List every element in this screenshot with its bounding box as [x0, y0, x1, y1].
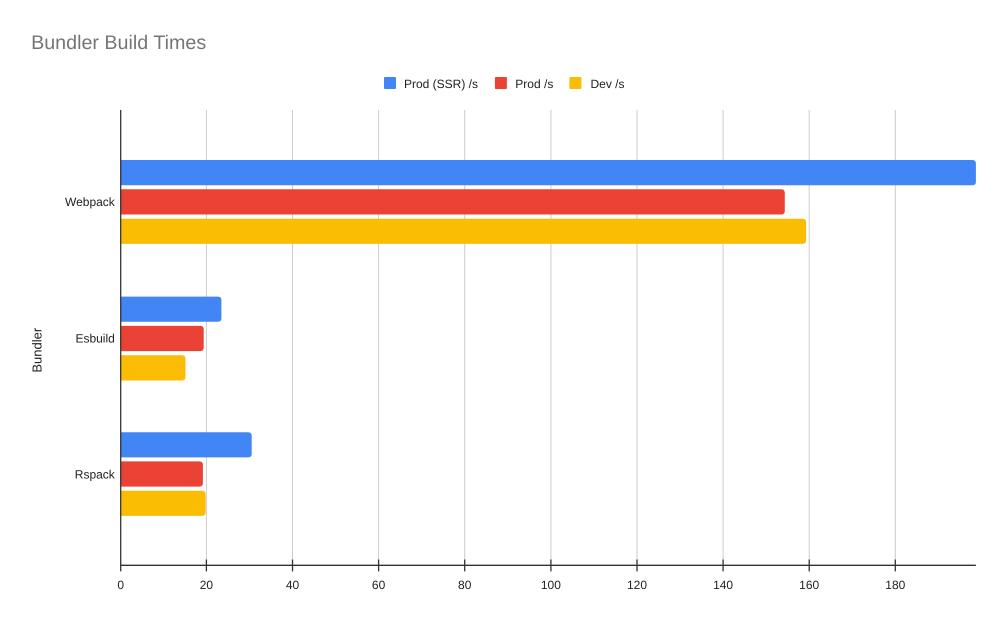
svg-text:Rspack: Rspack — [75, 467, 116, 481]
svg-text:20: 20 — [200, 578, 214, 592]
svg-text:140: 140 — [713, 578, 733, 592]
svg-text:160: 160 — [799, 578, 819, 592]
svg-text:40: 40 — [286, 578, 300, 592]
svg-text:Dev /s: Dev /s — [591, 77, 625, 91]
svg-text:Esbuild: Esbuild — [75, 331, 114, 345]
svg-text:Bundler Build Times: Bundler Build Times — [31, 32, 206, 54]
svg-text:80: 80 — [458, 578, 472, 592]
svg-text:Bundler: Bundler — [30, 327, 45, 372]
svg-text:0: 0 — [117, 578, 124, 592]
svg-text:120: 120 — [627, 578, 647, 592]
svg-text:60: 60 — [372, 578, 386, 592]
svg-text:Prod /s: Prod /s — [515, 77, 553, 91]
svg-text:100: 100 — [541, 578, 561, 592]
svg-text:Webpack: Webpack — [65, 195, 116, 209]
svg-text:Prod (SSR) /s: Prod (SSR) /s — [404, 77, 478, 91]
svg-text:180: 180 — [885, 578, 905, 592]
